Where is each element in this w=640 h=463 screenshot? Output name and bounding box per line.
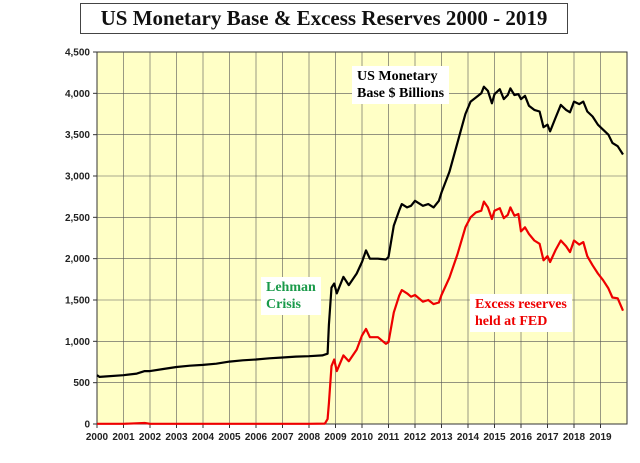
monetary-base-label: US Monetary Base $ Billions: [352, 66, 450, 104]
x-tick-label: 2007: [271, 432, 294, 443]
excess-reserves-line: [97, 200, 625, 425]
x-tick-label: 2015: [483, 432, 506, 443]
y-tick-label: 1,500: [65, 296, 90, 307]
lehman-crisis-label-line-1: Lehman: [266, 280, 316, 295]
x-tick-label: 2019: [589, 432, 612, 443]
y-tick-label: 4,500: [65, 48, 90, 59]
x-tick-label: 2012: [404, 432, 427, 443]
y-axis-ticks: 0 500 1,000 1,500 2,000 2,500 3,000 3,500 4,000 4…: [65, 48, 97, 431]
y-tick-label: 2,500: [65, 213, 90, 224]
lehman-crisis-label-line-2: Crisis: [266, 297, 301, 312]
x-tick-label: 2016: [510, 432, 533, 443]
x-tick-label: 2013: [430, 432, 453, 443]
y-tick-label: 1,000: [65, 337, 90, 348]
x-axis-ticks: 2000 2001 2002 2003 2004 2005 2006 2007 2008 2009…: [86, 424, 612, 443]
y-tick-label: 3,500: [65, 130, 90, 141]
x-tick-label: 2002: [139, 432, 162, 443]
y-tick-label: 2,000: [65, 254, 90, 265]
y-tick-label: 3,000: [65, 172, 90, 183]
monetary-base-line: [96, 85, 624, 378]
excess-reserves-label-line-2: held at FED: [475, 314, 548, 329]
x-tick-label: 2006: [245, 432, 268, 443]
x-tick-label: 2008: [298, 432, 321, 443]
chart-title-box: US Monetary Base & Excess Reserves 2000 …: [80, 3, 568, 34]
x-tick-label: 2014: [457, 432, 480, 443]
x-tick-label: 2009: [324, 432, 347, 443]
x-tick-label: 2018: [563, 432, 586, 443]
gridlines: [97, 52, 627, 424]
lehman-crisis-label: Lehman Crisis: [261, 277, 321, 315]
x-tick-label: 2000: [86, 432, 109, 443]
chart-title: US Monetary Base & Excess Reserves 2000 …: [100, 6, 548, 30]
x-tick-label: 2010: [351, 432, 374, 443]
monetary-base-label-line-1: US Monetary: [357, 69, 438, 84]
y-tick-label: 4,000: [65, 89, 90, 100]
excess-reserves-label: Excess reserves held at FED: [470, 294, 572, 332]
series-lines: [96, 85, 625, 425]
monetary-base-label-line-2: Base $ Billions: [357, 86, 445, 101]
y-tick-label: 0: [84, 420, 90, 431]
x-tick-label: 2004: [192, 432, 215, 443]
x-tick-label: 2011: [378, 432, 400, 443]
y-tick-label: 500: [73, 378, 90, 389]
x-tick-label: 2001: [112, 432, 135, 443]
excess-reserves-label-line-1: Excess reserves: [475, 297, 567, 312]
x-tick-label: 2017: [536, 432, 559, 443]
x-tick-label: 2005: [218, 432, 241, 443]
x-tick-label: 2003: [165, 432, 188, 443]
